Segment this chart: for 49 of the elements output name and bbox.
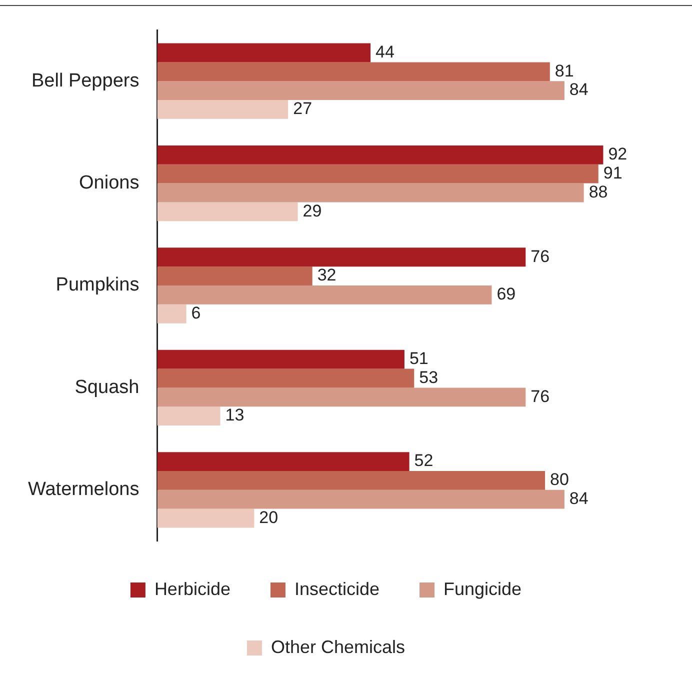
bar xyxy=(157,406,220,426)
legend-label: Other Chemicals xyxy=(270,636,406,657)
data-label: 32 xyxy=(317,266,336,285)
data-label: 84 xyxy=(569,489,588,508)
bar xyxy=(157,508,254,528)
bar xyxy=(157,145,604,164)
data-label: 76 xyxy=(530,386,550,406)
bar xyxy=(157,202,298,222)
legend-label: Herbicide xyxy=(154,578,230,599)
legend-label: Fungicide xyxy=(444,578,522,599)
bar xyxy=(157,100,288,119)
data-label: 53 xyxy=(419,368,438,387)
y-tick-label: Watermelons xyxy=(28,479,140,500)
bar xyxy=(157,81,564,100)
data-label: 27 xyxy=(293,99,312,118)
bar xyxy=(157,164,598,184)
bar xyxy=(157,266,312,286)
data-label: 76 xyxy=(530,246,550,266)
y-tick-label: Squash xyxy=(74,376,140,398)
bar xyxy=(157,470,546,490)
y-tick-label: Bell Peppers xyxy=(31,70,140,92)
bar xyxy=(157,304,186,324)
bar xyxy=(157,62,550,82)
data-label: 52 xyxy=(414,451,434,470)
y-tick-label: Onions xyxy=(79,172,140,194)
bar xyxy=(157,286,492,304)
bar xyxy=(157,388,526,407)
bar xyxy=(157,183,584,202)
data-label: 44 xyxy=(376,42,394,62)
data-label: 29 xyxy=(302,201,322,220)
data-label: 6 xyxy=(191,304,201,323)
bar xyxy=(157,248,526,267)
data-label: 80 xyxy=(550,470,569,490)
bar xyxy=(157,490,564,509)
data-label: 92 xyxy=(608,144,628,164)
data-label: 51 xyxy=(409,349,428,368)
data-label: 84 xyxy=(569,80,588,100)
bar xyxy=(157,43,371,62)
data-label: 88 xyxy=(588,182,608,202)
data-label: 91 xyxy=(603,164,622,183)
data-label: 69 xyxy=(496,284,516,304)
bar xyxy=(157,452,410,471)
data-label: 13 xyxy=(225,406,244,425)
data-label: 20 xyxy=(259,508,278,527)
data-label: 81 xyxy=(554,61,574,80)
bar xyxy=(157,368,414,388)
bar xyxy=(157,350,404,369)
legend-label: Insecticide xyxy=(294,578,380,599)
y-tick-label: Pumpkins xyxy=(56,274,140,296)
